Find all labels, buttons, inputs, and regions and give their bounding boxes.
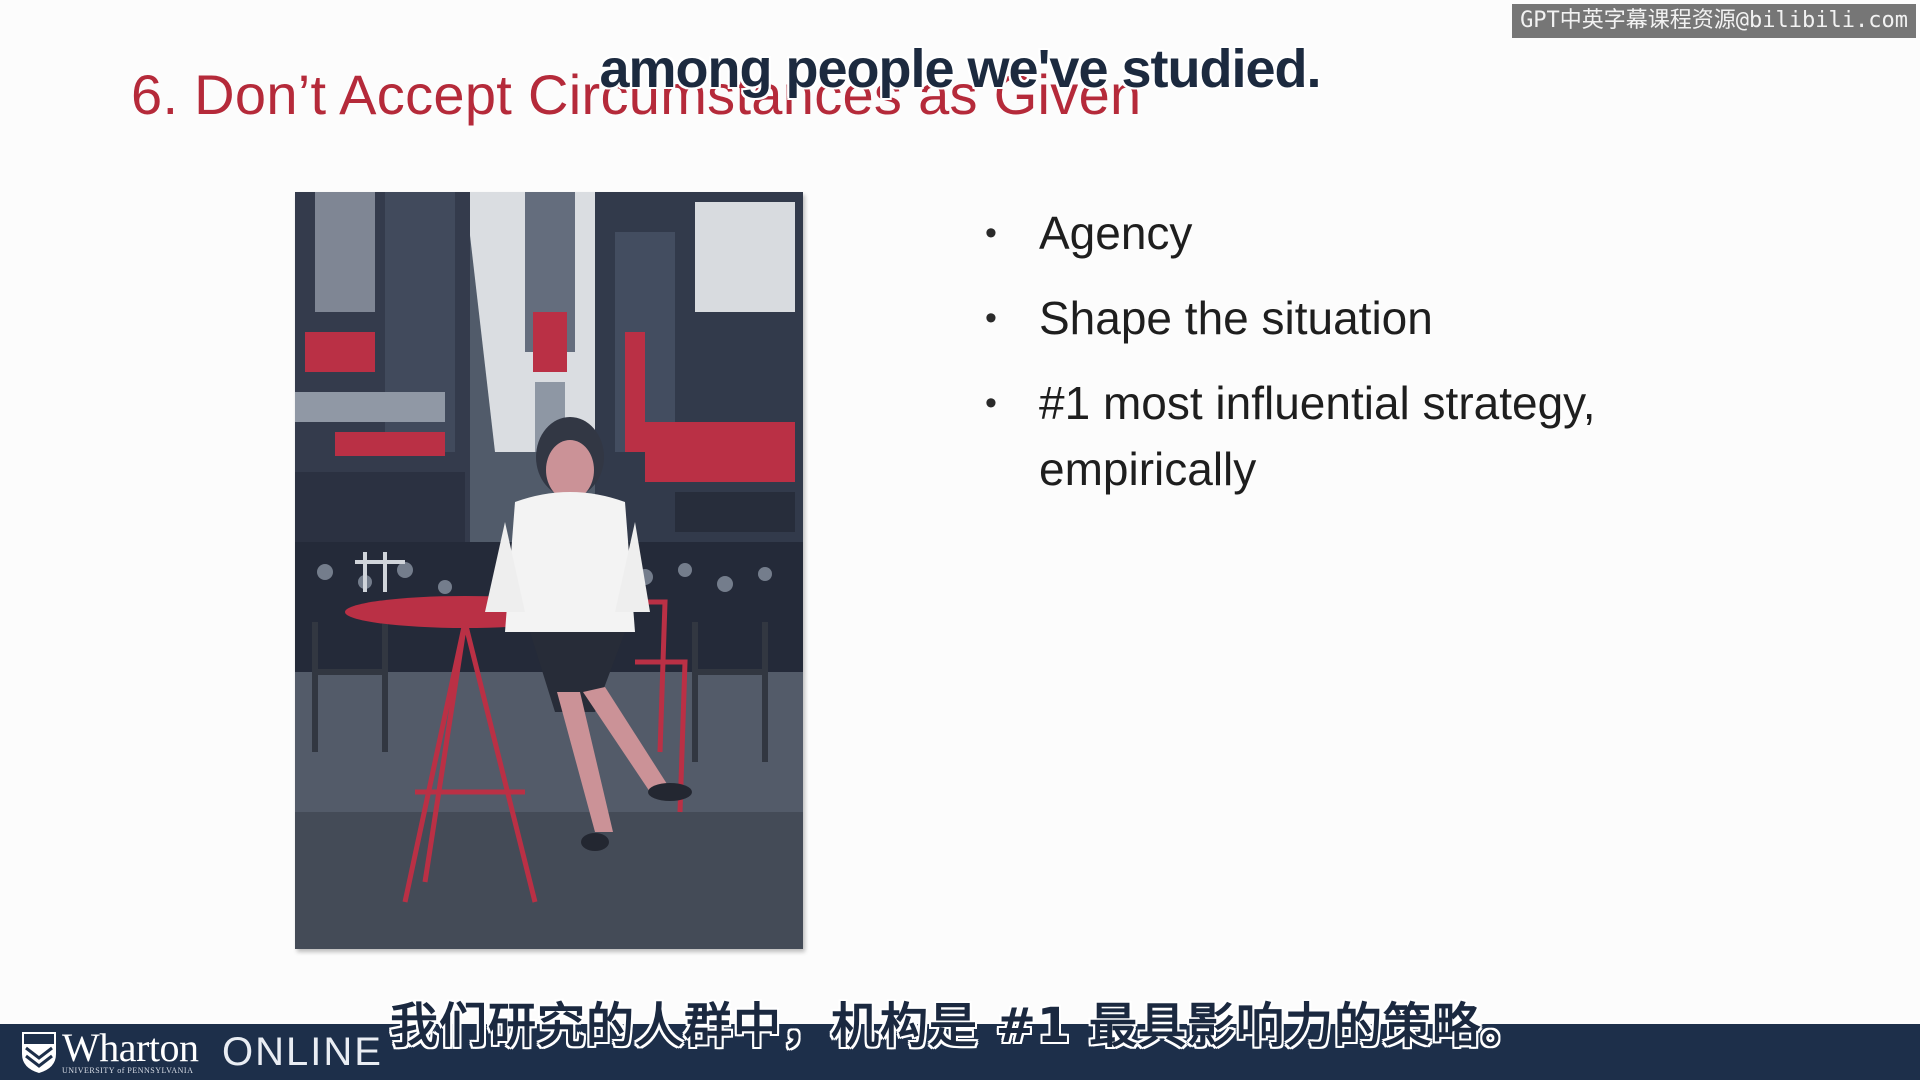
bullet-list: • Agency • Shape the situation • #1 most in… — [985, 200, 1705, 521]
subtitle-english: among people we've studied. — [599, 39, 1322, 99]
slide-title: 6. Don’t Accept Circumstances as Given — [131, 63, 1142, 126]
bullet-text: Agency — [1039, 207, 1193, 259]
footer-bar: Wharton UNIVERSITY of PENNSYLVANIA ONLIN… — [0, 1024, 1920, 1080]
watermark: GPT中英字幕课程资源@bilibili.com — [1512, 4, 1916, 39]
brand-online: ONLINE — [222, 1030, 383, 1074]
bullet-text: Shape the situation — [1039, 292, 1433, 344]
subtitle-chinese: 我们研究的人群中，机构是 #1 最具影响力的策略。 — [389, 998, 1531, 1054]
bullet-item: • #1 most influential strategy, empirical… — [985, 370, 1705, 502]
brand-university: UNIVERSITY of PENNSYLVANIA — [62, 1066, 194, 1075]
bullet-dot: • — [985, 214, 997, 252]
bullet-dot: • — [985, 299, 997, 337]
brand-wordmark: Wharton — [62, 1025, 199, 1070]
bullet-dot: • — [985, 384, 997, 422]
slide-photo — [295, 192, 803, 949]
penn-shield-icon — [22, 1032, 56, 1073]
bullet-item: • Agency — [985, 200, 1705, 266]
photo-illustration — [295, 192, 803, 949]
bullet-text: #1 most influential strategy, empiricall… — [1039, 377, 1596, 495]
bullet-item: • Shape the situation — [985, 285, 1705, 351]
